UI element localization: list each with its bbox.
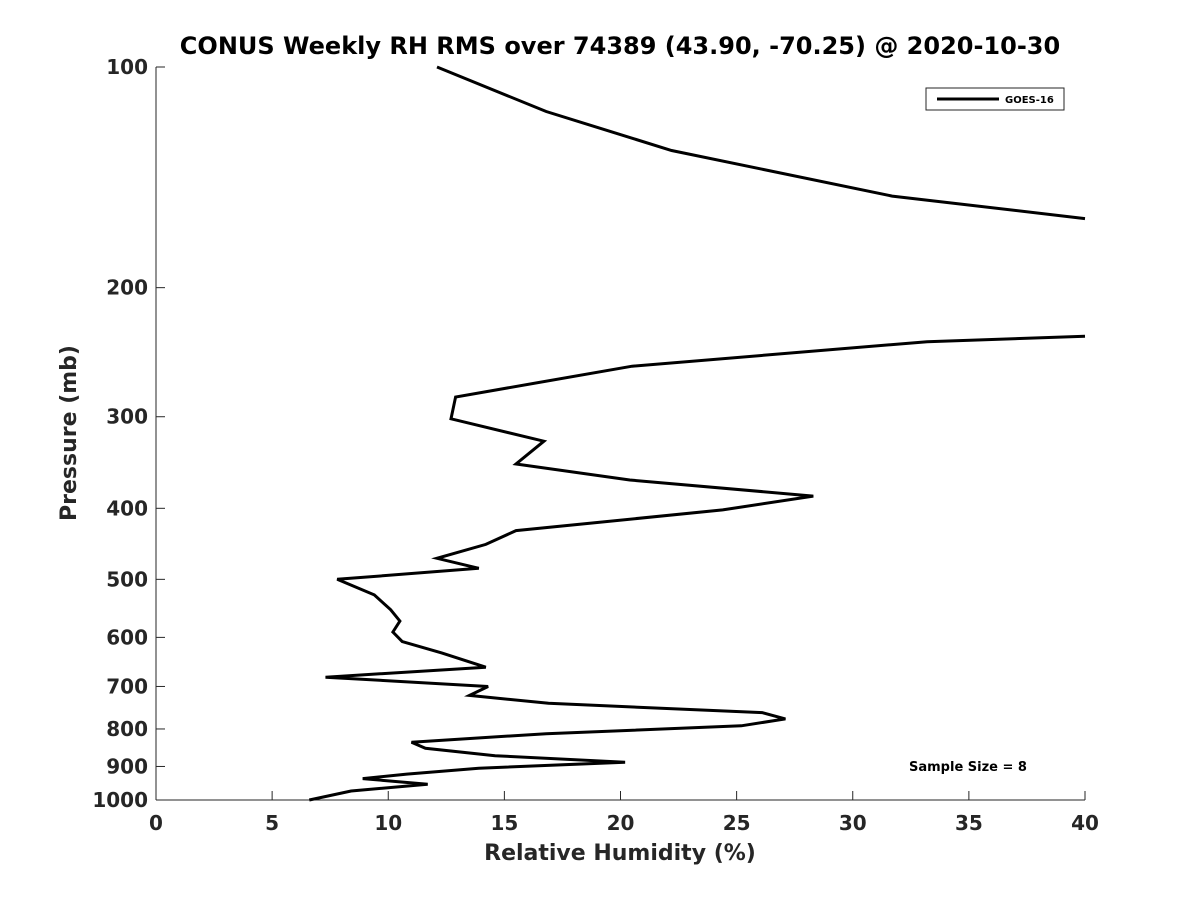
y-axis-ticks: 100 200 300 400 500 600 700 800 900 1000 (92, 55, 165, 812)
y-tick-label: 800 (106, 717, 148, 741)
legend: GOES-16 (925, 87, 1065, 111)
chart-title: CONUS Weekly RH RMS over 74389 (43.90, -… (180, 32, 1060, 60)
sample-size-annotation: Sample Size = 8 (909, 760, 1027, 775)
plot-background (156, 67, 1085, 800)
y-tick-label: 200 (106, 276, 148, 300)
x-axis-label: Relative Humidity (%) (484, 841, 756, 866)
y-tick-label: 300 (106, 405, 148, 429)
plot-area (155, 67, 1085, 801)
x-tick-label: 30 (839, 811, 867, 835)
y-tick-label: 100 (106, 55, 148, 79)
legend-label-goes-16: GOES-16 (1005, 95, 1054, 106)
x-tick-label: 5 (265, 811, 279, 835)
x-tick-label: 10 (374, 811, 402, 835)
y-tick-label: 700 (106, 674, 148, 698)
y-tick-label: 500 (106, 567, 148, 591)
x-tick-label: 0 (149, 811, 163, 835)
x-axis-ticks: 0 5 10 15 20 25 30 35 40 (149, 791, 1099, 835)
x-tick-label: 15 (490, 811, 518, 835)
x-tick-label: 25 (723, 811, 751, 835)
x-tick-label: 20 (607, 811, 635, 835)
y-tick-label: 1000 (92, 788, 148, 812)
series-layer (308, 65, 1086, 802)
x-tick-label: 35 (955, 811, 983, 835)
series-line-goes-16-segment-2 (308, 334, 1086, 802)
y-tick-label: 400 (106, 496, 148, 520)
x-tick-label: 40 (1071, 811, 1099, 835)
y-tick-label: 600 (106, 625, 148, 649)
y-tick-label: 900 (106, 754, 148, 778)
y-axis-label: Pressure (mb) (57, 345, 82, 521)
series-line-goes-16-segment-1 (436, 65, 1086, 221)
